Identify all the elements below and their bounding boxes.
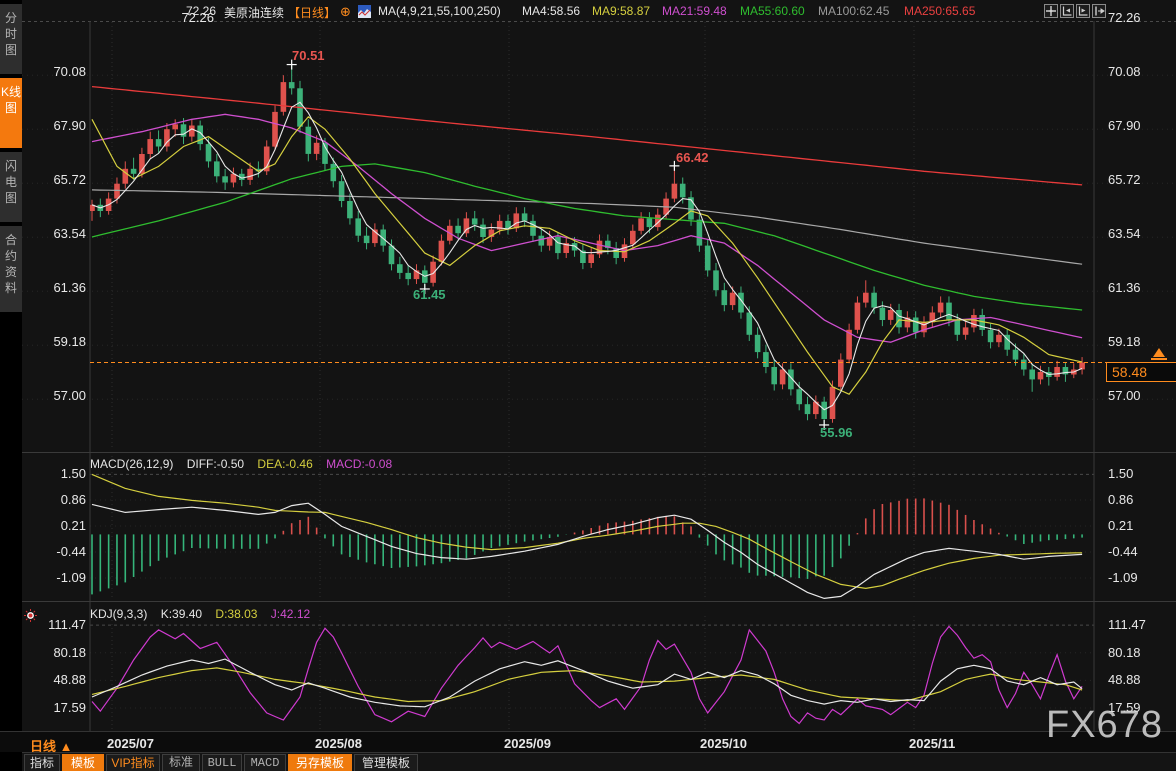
date-label-sep: 2025/09 — [504, 736, 551, 751]
date-axis-row: 日线 ▲ 2025/07 2025/08 2025/09 2025/10 202… — [0, 731, 1176, 754]
kdj-tick-left: 80.18 — [53, 644, 86, 660]
tab-save-template[interactable]: 另存模板 — [288, 754, 352, 771]
tab-bull[interactable]: BULL — [202, 754, 242, 771]
price-tick-right: 67.90 — [1108, 118, 1141, 134]
symbol-title: 美原油连续 — [224, 6, 285, 20]
zoom-out-axis-icon[interactable] — [1060, 4, 1074, 18]
price-tick-left: 59.18 — [53, 334, 86, 350]
macd-tick-left: -1.09 — [56, 570, 86, 585]
price-tick-right: 65.72 — [1108, 172, 1141, 188]
sidebar: 分时图 K线图 闪电图 合约资料 — [0, 0, 22, 771]
crosshair-tool-icon[interactable] — [1044, 4, 1058, 18]
macd-dea-value: DEA:-0.46 — [257, 457, 313, 471]
price-tick-left: 70.08 — [53, 64, 86, 80]
settings-plus-icon[interactable]: ⊕ — [340, 4, 351, 19]
kdj-tick-right: 80.18 — [1108, 644, 1141, 660]
ma21-value: MA21:59.48 — [662, 4, 727, 18]
tab-standard[interactable]: 标准 — [162, 754, 200, 771]
kdj-tick-left: 17.59 — [53, 700, 86, 715]
kdj-d-value: D:38.03 — [215, 607, 258, 621]
price-tick-right: 72.26 — [1108, 10, 1141, 26]
zoom-in-axis-icon[interactable] — [1076, 4, 1090, 18]
macd-tick-right: -0.44 — [1108, 544, 1138, 559]
price-tick-left: 72.26 — [181, 10, 214, 26]
macd-tick-left: -0.44 — [56, 544, 86, 559]
tab-template[interactable]: 模板 — [62, 754, 104, 771]
tab-manage-template[interactable]: 管理模板 — [354, 754, 418, 771]
kdj-params-label: KDJ(9,3,3) — [90, 607, 148, 621]
macd-tick-left: 1.50 — [60, 466, 86, 482]
sidebar-item-contract-info[interactable]: 合约资料 — [0, 226, 22, 312]
macd-params-label: MACD(26,12,9) — [90, 457, 174, 471]
macd-macd-value: MACD:-0.08 — [326, 457, 393, 471]
bottom-toolbar: 指标 模板 VIP指标 标准 BULL MACD 另存模板 管理模板 — [0, 752, 1176, 771]
price-tick-left: 57.00 — [53, 388, 86, 404]
ma250-value: MA250:65.65 — [904, 4, 976, 18]
macd-tick-left: 0.21 — [60, 518, 86, 533]
watermark-fx678: FX678 — [1046, 704, 1163, 746]
sidebar-item-lightning-chart[interactable]: 闪电图 — [0, 152, 22, 222]
ma9-value: MA9:58.87 — [592, 4, 651, 18]
ma4-value: MA4:58.56 — [522, 4, 581, 18]
date-label-oct: 2025/10 — [700, 736, 747, 751]
macd-diff-value: DIFF:-0.50 — [186, 457, 245, 471]
price-tick-right: 59.18 — [1108, 334, 1141, 350]
low-annotation-61-45: 61.45 — [413, 287, 446, 302]
price-tick-right: 57.00 — [1108, 388, 1141, 404]
kdj-j-value: J:42.12 — [270, 607, 311, 621]
indicator-settings-icon[interactable] — [24, 609, 37, 622]
kdj-tick-right: 48.88 — [1108, 672, 1141, 688]
high-annotation-70-51: 70.51 — [292, 48, 325, 63]
price-tick-right: 63.54 — [1108, 226, 1141, 242]
kdj-tick-right: 111.47 — [1108, 617, 1146, 633]
macd-tick-right: -1.09 — [1108, 570, 1138, 585]
kdj-k-value: K:39.40 — [160, 607, 203, 621]
price-tick-right: 70.08 — [1108, 64, 1141, 80]
toolbar-corner — [0, 752, 22, 771]
low-annotation-55-96: 55.96 — [820, 425, 853, 440]
top-left-price-label: 72.26 — [185, 4, 216, 18]
date-label-nov: 2025/11 — [909, 736, 956, 751]
sidebar-item-timeline-chart[interactable]: 分时图 — [0, 4, 22, 74]
period-dropdown[interactable]: 日线 ▲ — [30, 739, 73, 754]
macd-tick-right: 1.50 — [1108, 466, 1134, 482]
price-tick-left: 65.72 — [53, 172, 86, 188]
tab-macd[interactable]: MACD — [244, 754, 286, 771]
macd-tick-left: 0.86 — [60, 492, 86, 507]
ma100-value: MA100:62.45 — [818, 4, 890, 18]
kdj-tick-right: 17.59 — [1108, 700, 1141, 715]
last-price-badge: 58.48 — [1106, 362, 1176, 382]
ma55-value: MA55:60.60 — [740, 4, 805, 18]
sidebar-item-kline-chart[interactable]: K线图 — [0, 78, 22, 148]
period-badge[interactable]: 【日线】 — [288, 6, 337, 20]
high-annotation-66-42: 66.42 — [676, 150, 709, 165]
price-tick-right: 61.36 — [1108, 280, 1141, 296]
kdj-header: KDJ(9,3,3) K:39.40 D:38.03 J:42.12 — [90, 607, 320, 621]
kdj-tick-left: 48.88 — [53, 672, 86, 688]
kdj-tick-left: 111.47 — [48, 617, 86, 633]
macd-tick-right: 0.21 — [1108, 518, 1134, 533]
price-tick-left: 61.36 — [53, 280, 86, 296]
macd-tick-right: 0.86 — [1108, 492, 1134, 507]
date-label-jul: 2025/07 — [107, 736, 154, 751]
ma-params-label: MA(4,9,21,55,100,250) — [378, 4, 501, 18]
price-tick-left: 67.90 — [53, 118, 86, 134]
price-tick-left: 63.54 — [53, 226, 86, 242]
tab-indicators[interactable]: 指标 — [24, 754, 60, 771]
chart-type-icon[interactable] — [358, 5, 371, 21]
chart-header: 72.26 美原油连续 【日线】 ⊕ MA(4,9,21,55,100,250)… — [0, 2, 1176, 20]
date-label-aug: 2025/08 — [315, 736, 362, 751]
macd-header: MACD(26,12,9) DIFF:-0.50 DEA:-0.46 MACD:… — [90, 457, 402, 471]
tab-vip-indicators[interactable]: VIP指标 — [106, 754, 160, 771]
pan-right-icon[interactable] — [1092, 4, 1106, 18]
